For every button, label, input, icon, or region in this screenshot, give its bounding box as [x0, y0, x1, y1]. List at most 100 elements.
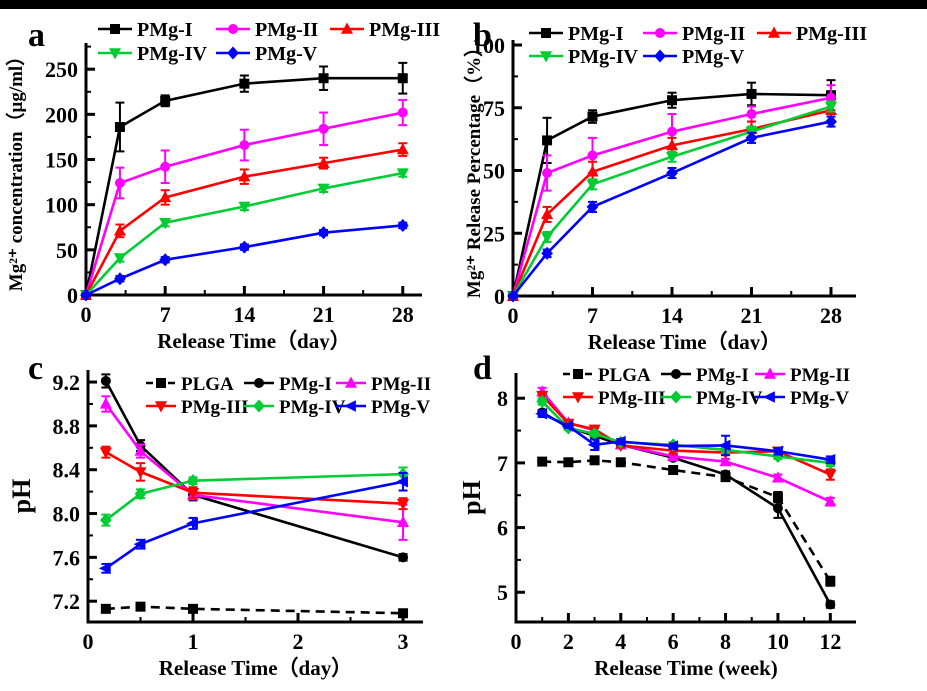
x-tick-label: 10	[767, 629, 789, 654]
legend-marker-diamond	[670, 390, 682, 404]
legend-marker-square	[156, 378, 166, 388]
data-point-PMg-III	[159, 190, 172, 203]
data-point-PMg-V	[823, 453, 836, 466]
data-point-PMg-V	[159, 253, 172, 267]
data-point-PMg-II	[587, 150, 598, 161]
y-tick-label: 100	[472, 33, 505, 58]
y-tick-label: 7.2	[53, 589, 81, 614]
y-axis-title: Mg²⁺ concentration（μg/ml）	[4, 47, 27, 291]
legend-label: PLGA	[181, 374, 234, 395]
x-tick-label: 28	[820, 303, 842, 328]
x-tick-label: 3	[398, 629, 409, 654]
x-axis-title: Release Time（day）	[157, 329, 350, 350]
data-point-PMg-V	[114, 272, 126, 286]
data-point-PLGA	[615, 457, 626, 468]
legend-item-PMg-I: PMg-I	[244, 374, 332, 395]
legend-label: PMg-II	[255, 19, 319, 41]
legend-label: PMg-III	[796, 23, 867, 45]
data-point-PMg-I	[587, 111, 598, 122]
y-axis-title: pH	[7, 479, 36, 514]
legend-item-PMg-II: PMg-II	[643, 23, 746, 45]
y-tick-label: 50	[483, 159, 505, 184]
data-point-PMg-III	[186, 488, 200, 500]
series-line-PMg-III	[84, 148, 403, 296]
series-PMg-I	[508, 79, 837, 301]
legend-marker-triangle-up	[340, 22, 354, 34]
legend-item-PMg-II: PMg-II	[755, 365, 850, 386]
data-point-PMg-IV	[134, 487, 147, 501]
legend-label: PMg-V	[682, 46, 745, 68]
legend-label: PMg-II	[682, 23, 746, 45]
y-axis-title: pH	[463, 480, 486, 515]
data-point-PLGA	[668, 465, 679, 476]
x-tick-label: 7	[160, 302, 171, 327]
y-tick-label: 7.6	[53, 545, 81, 570]
x-tick-label: 7	[587, 303, 598, 328]
legend-label: PMg-II	[790, 365, 850, 386]
data-point-PMg-V	[586, 200, 599, 214]
data-point-PMg-III	[317, 156, 330, 168]
data-point-PMg-I	[667, 95, 678, 106]
x-axis-title: Release Time（day）	[159, 656, 352, 680]
legend-marker-square	[541, 28, 551, 38]
y-tick-label: 0	[494, 284, 505, 309]
data-point-PMg-II	[239, 140, 250, 151]
x-tick-label: 4	[615, 629, 626, 654]
legend-item-PLGA: PLGA	[146, 374, 234, 395]
legend-item-PMg-III: PMg-III	[757, 23, 867, 45]
legend-label: PMg-V	[790, 388, 849, 409]
data-point-PMg-IV	[396, 168, 409, 180]
y-axis-title: Mg²⁺ Release Percentage（%）	[463, 38, 485, 298]
legend-item-PMg-V: PMg-V	[216, 43, 318, 65]
data-point-PMg-I	[398, 552, 409, 563]
x-tick-label: 0	[83, 629, 94, 654]
panel-d: 0 2 4 6 8 10 12 5 6 7 8 Release Time (week) pH PLGA PM…	[463, 350, 927, 691]
series-line-PMg-V	[511, 120, 832, 297]
data-point-PMg-V	[613, 435, 626, 448]
legend-marker-square	[573, 369, 583, 379]
series-PMg-V	[80, 218, 409, 302]
data-point-PMg-I	[825, 599, 836, 610]
data-point-PMg-V	[396, 475, 408, 488]
legend-label: PMg-IV	[279, 397, 346, 418]
data-point-PLGA	[537, 456, 548, 467]
legend-marker-triangle-down	[571, 392, 585, 404]
series-line-PMg-IV	[85, 171, 404, 296]
data-point-PMg-III	[238, 170, 251, 182]
data-point-PMg-V	[133, 538, 146, 551]
chart-b-svg: 0 7 14 21 28 0 25 50 75 100 Release Time（day） Mg²⁺ …	[463, 23, 867, 350]
series-PMg-III	[99, 445, 410, 511]
data-point-PMg-V	[541, 246, 553, 260]
y-tick-label: 9.2	[53, 370, 81, 395]
data-point-PMg-IV	[824, 101, 838, 114]
y-tick-label: 200	[45, 102, 78, 127]
data-point-PLGA	[563, 457, 574, 468]
series-line-PMg-IV	[511, 105, 832, 297]
legend-marker-triangle-down	[154, 401, 168, 413]
legend-marker-circle	[228, 24, 238, 34]
chart-a-svg: 0 7 14 21 28 0 50 100 150 200 250 Release Time（day）…	[4, 19, 440, 350]
panel-c: 0 1 2 3 7.2 7.6 8.0 8.4 8.8 9.2 Release Time（day） p…	[0, 350, 463, 691]
data-point-PMg-IV	[187, 474, 199, 488]
legend-marker-circle	[671, 369, 681, 379]
data-point-PMg-I	[720, 469, 731, 480]
legend-label: PMg-I	[568, 23, 624, 45]
y-tick-label: 7	[497, 451, 508, 476]
top-border-bar	[0, 0, 927, 9]
data-point-PLGA	[589, 455, 600, 466]
legend-label: PMg-I	[279, 374, 332, 395]
x-tick-label: 8	[720, 629, 731, 654]
data-point-PMg-II	[542, 168, 553, 179]
data-point-PMg-V	[186, 517, 198, 530]
series-line-PLGA	[542, 459, 832, 582]
x-tick-label: 21	[741, 303, 763, 328]
data-point-PMg-III	[541, 207, 554, 220]
legend-marker-square	[110, 24, 120, 34]
legend-label: PLGA	[598, 365, 651, 386]
data-point-PMg-II	[134, 444, 147, 456]
data-point-PMg-II	[160, 161, 171, 172]
data-point-PMg-V	[98, 562, 111, 575]
legend-label: PMg-IV	[568, 46, 639, 68]
